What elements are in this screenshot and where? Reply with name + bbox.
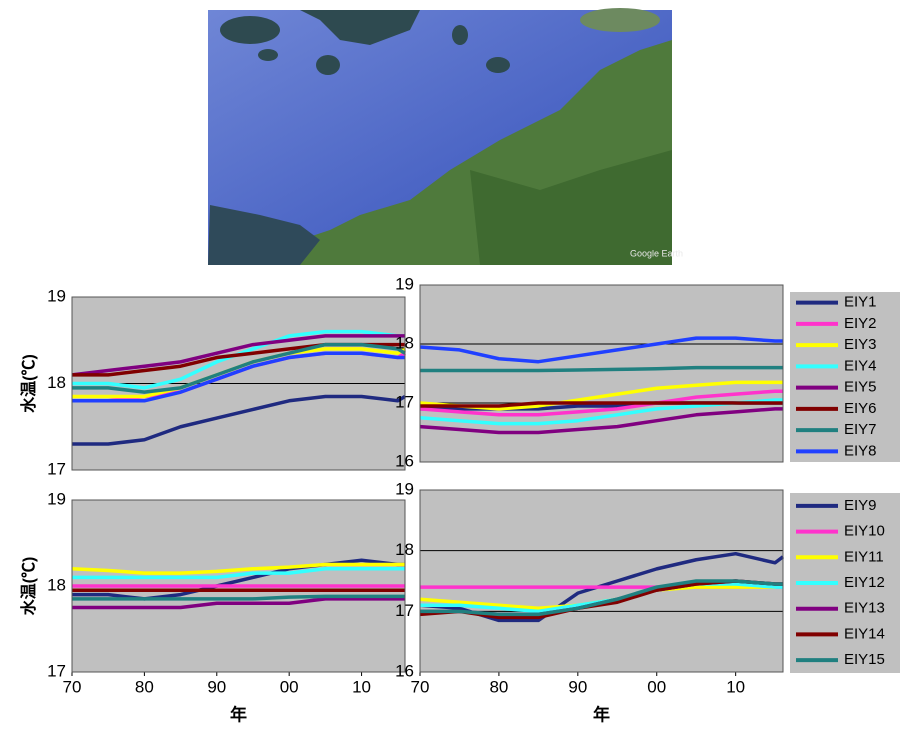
chart: 17 18 19 水温(℃) [19, 286, 406, 478]
series-line [72, 342, 406, 394]
legend-label: EIY2 [844, 315, 877, 332]
plot-border [71, 499, 406, 673]
legend-label: EIY6 [844, 400, 877, 417]
y-tick-label: 16 [395, 451, 414, 470]
legend-label: EIY5 [844, 379, 877, 396]
series-line [419, 380, 783, 411]
map-island [220, 16, 280, 44]
chart: 16 17 18 19 70 80 90 00 10 年 EIY9 EIY10 EIY11 EIY12 EI… [395, 479, 900, 724]
y-tick-label: 19 [47, 286, 66, 305]
map-land [208, 205, 320, 265]
plot-border [419, 489, 784, 673]
legend-label: EIY11 [844, 548, 884, 565]
x-tick-label: 90 [568, 677, 587, 696]
plot-area [420, 285, 783, 462]
legend-label: EIY15 [844, 651, 885, 668]
legend-label: EIY14 [844, 625, 885, 642]
legend-label: EIY10 [844, 523, 885, 540]
y-tick-label: 17 [395, 601, 414, 620]
x-tick-label: 80 [489, 677, 508, 696]
legend-label: EIY8 [844, 442, 877, 459]
series-line [419, 389, 783, 417]
y-tick-label: 17 [395, 392, 414, 411]
y-tick-label: 18 [395, 540, 414, 559]
legend [790, 292, 900, 462]
x-tick-label: 90 [207, 677, 226, 696]
y-tick-label: 18 [47, 575, 66, 594]
series-line [420, 365, 783, 373]
series-line [72, 597, 405, 610]
y-tick-label: 17 [47, 661, 66, 680]
series-line [72, 329, 405, 390]
y-tick-label: 17 [47, 459, 66, 478]
series-line [71, 562, 405, 575]
map-island [452, 25, 468, 45]
series-line [72, 594, 405, 601]
series-line [72, 351, 405, 403]
y-axis-label: 水温(℃) [19, 354, 38, 413]
x-tick-label: 70 [411, 677, 430, 696]
y-tick-label: 18 [47, 373, 66, 392]
y-tick-label: 19 [395, 479, 414, 498]
legend-label: EIY1 [844, 294, 877, 311]
map-island [486, 57, 510, 73]
legend-label: EIY12 [844, 574, 885, 591]
map: Google Earth [208, 8, 683, 265]
chart: 17 18 19 70 80 90 00 10 水温(℃) 年 [19, 489, 406, 724]
legend-label: EIY13 [844, 600, 885, 617]
map-land [580, 8, 660, 32]
x-axis-label: 年 [593, 704, 610, 724]
x-tick-label: 70 [63, 677, 82, 696]
y-axis-label: 水温(℃) [19, 557, 38, 616]
chart: 16 17 18 19 EIY1 EIY2 EIY3 EIY4 EIY5 EIY6 EIY7 EIY8 [395, 274, 900, 470]
x-tick-label: 10 [352, 677, 371, 696]
series-line [420, 401, 783, 408]
y-tick-label: 19 [47, 489, 66, 508]
plot-border [419, 284, 784, 463]
series-line [420, 579, 783, 617]
series-line [419, 336, 783, 364]
x-tick-label: 00 [280, 677, 299, 696]
series-line [72, 394, 406, 446]
series-line [71, 334, 405, 377]
map-credit: Google Earth [630, 248, 683, 258]
y-tick-label: 16 [395, 661, 414, 680]
map-island [316, 55, 340, 75]
map-island [300, 10, 420, 45]
y-tick-label: 19 [395, 274, 414, 293]
legend-label: EIY9 [844, 497, 877, 514]
legend-label: EIY4 [844, 357, 877, 374]
y-tick-label: 18 [395, 333, 414, 352]
x-tick-label: 10 [726, 677, 745, 696]
series-line [72, 567, 405, 580]
x-axis-label: 年 [230, 704, 247, 724]
map-island [258, 49, 278, 61]
plot-border [71, 296, 406, 471]
x-tick-label: 00 [647, 677, 666, 696]
series-line [419, 407, 783, 435]
x-tick-label: 80 [135, 677, 154, 696]
map-land [470, 150, 672, 265]
legend-label: EIY3 [844, 336, 877, 353]
legend-label: EIY7 [844, 421, 877, 438]
